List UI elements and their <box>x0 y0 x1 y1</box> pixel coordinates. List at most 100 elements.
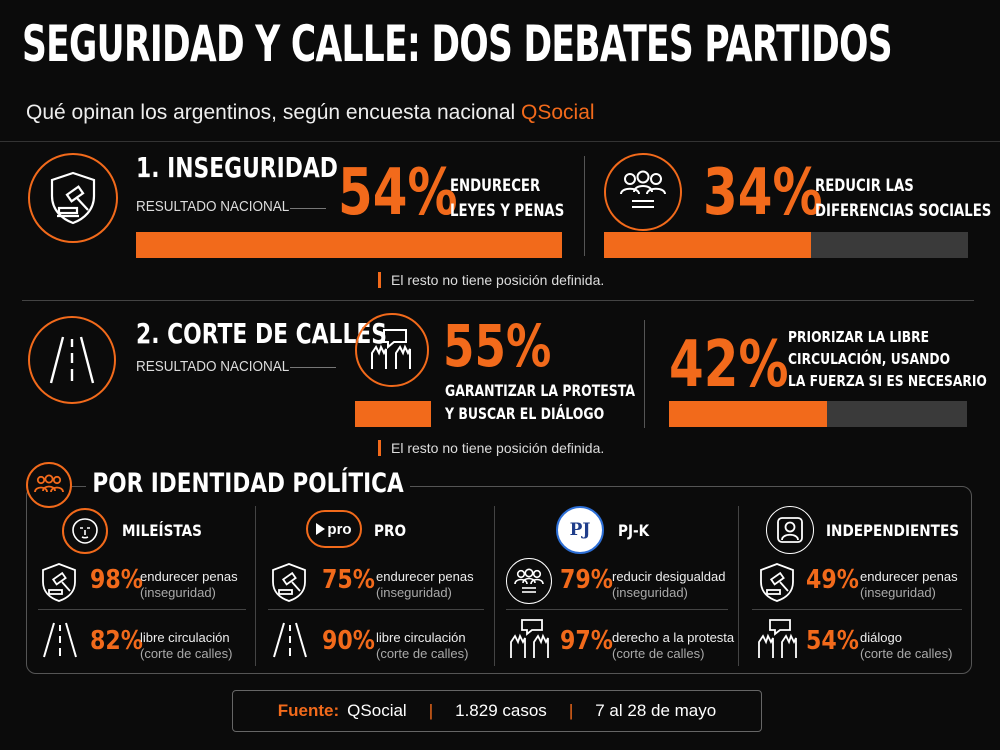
section2-result-label: RESULTADO NACIONAL <box>136 358 290 375</box>
section2-title: 2. CORTE DE CALLES <box>136 317 388 350</box>
section1-title: 1. INSEGURIDAD <box>136 151 338 184</box>
group-name: PJ-K <box>618 521 650 540</box>
sec1-b-bar-fill <box>604 232 812 258</box>
sec1-b-text1: REDUCIR LAS <box>815 176 914 196</box>
sec2-divider <box>644 320 645 428</box>
sec2-b-text2: CIRCULACIÓN, USANDO <box>788 350 951 368</box>
road-icon <box>49 336 95 384</box>
group-desc-2: diálogo (corte de calles) <box>860 630 953 661</box>
group-name: INDEPENDIENTES <box>826 521 960 540</box>
sec1-b-text2: DIFERENCIAS SOCIALES <box>815 201 992 221</box>
col-sep-2 <box>494 506 495 666</box>
sec1-note-marker <box>378 272 381 288</box>
group-desc-2: libre circulación (corte de calles) <box>376 630 469 661</box>
group-desc-1: endurecer penas (inseguridad) <box>140 569 238 600</box>
sec2-a-text1: GARANTIZAR LA PROTESTA <box>445 381 635 400</box>
gavel-shield-icon <box>268 562 310 602</box>
group-pct-2: 54% <box>806 626 859 656</box>
header-divider <box>0 141 1000 142</box>
group-pct-1: 49% <box>806 565 859 595</box>
subtitle-brand: QSocial <box>521 101 595 124</box>
sec1-a-text1: ENDURECER <box>450 176 541 196</box>
protest-badge <box>355 313 429 387</box>
sec1-b-bar <box>604 232 968 258</box>
identity-badge <box>26 462 72 508</box>
people-icon <box>620 170 666 208</box>
group-row-divider <box>268 609 484 610</box>
group-pct-1: 98% <box>90 565 143 595</box>
section-divider <box>22 300 974 301</box>
identity-title: POR IDENTIDAD POLÍTICA <box>86 466 411 502</box>
sec1-divider <box>584 156 585 256</box>
protest-icon <box>508 618 552 660</box>
col-sep-3 <box>738 506 739 666</box>
page-title: SEGURIDAD Y CALLE: DOS DEBATES PARTIDOS <box>22 15 893 73</box>
protest-icon <box>756 618 800 660</box>
group-icon <box>34 474 64 493</box>
sec1-a-bar <box>136 232 562 258</box>
identity-panel <box>26 486 972 674</box>
result-label-line <box>290 208 326 209</box>
group-pct-1: 79% <box>560 565 613 595</box>
group-pct-2: 82% <box>90 626 143 656</box>
col-sep-1 <box>255 506 256 666</box>
sec2-b-text1: PRIORIZAR LA LIBRE <box>788 328 930 346</box>
group-row-divider <box>38 609 246 610</box>
sec1-note: El resto no tiene posición definida. <box>391 272 605 288</box>
play-icon <box>316 523 326 535</box>
page-subtitle: Qué opinan los argentinos, según encuest… <box>26 101 595 125</box>
group-desc-1: endurecer penas (inseguridad) <box>860 569 958 600</box>
people-badge-small <box>506 558 552 604</box>
source-name: QSocial <box>347 701 407 720</box>
group-pct-2: 97% <box>560 626 613 656</box>
gavel-shield-icon <box>38 562 80 602</box>
source-footer: Fuente: QSocial | 1.829 casos | 7 al 28 … <box>232 690 762 732</box>
people-icon <box>514 568 544 593</box>
footer-sep-2: | <box>568 701 574 720</box>
pro-logo: pro <box>306 510 362 548</box>
sec2-b-bar <box>669 401 967 427</box>
road-icon <box>270 620 310 660</box>
pro-logo-text: pro <box>327 520 352 538</box>
group-desc-2: libre circulación (corte de calles) <box>140 630 233 661</box>
gavel-shield-icon <box>756 562 798 602</box>
source-label: Fuente: <box>277 701 340 720</box>
group-row-divider <box>752 609 962 610</box>
group-name: MILEÍSTAS <box>122 521 202 540</box>
group-pct-1: 75% <box>322 565 375 595</box>
sec2-a-text2: Y BUSCAR EL DIÁLOGO <box>445 404 605 423</box>
sec2-b-bar-fill <box>669 401 827 427</box>
road-icon <box>40 620 80 660</box>
people-badge <box>604 153 682 231</box>
lion-logo <box>62 508 108 554</box>
sec2-a-pct: 55% <box>443 312 552 380</box>
sec2-note-marker <box>378 440 381 456</box>
road-badge <box>28 316 116 404</box>
sec2-b-text3: LA FUERZA SI ES NECESARIO <box>788 372 987 390</box>
section1-result-label: RESULTADO NACIONAL <box>136 198 290 215</box>
pj-logo: PJ <box>556 506 604 554</box>
group-desc-2: derecho a la protesta (corte de calles) <box>612 630 735 661</box>
sec2-b-pct: 42% <box>669 328 789 402</box>
group-row-divider <box>506 609 728 610</box>
footer-sep-1: | <box>428 701 434 720</box>
result-label-line-2 <box>290 367 336 368</box>
person-icon <box>777 517 803 543</box>
subtitle-text: Qué opinan los argentinos, según encuest… <box>26 101 522 124</box>
lion-icon <box>72 518 98 544</box>
group-pct-2: 90% <box>322 626 375 656</box>
sec1-a-pct: 54% <box>338 156 458 230</box>
shield-gavel-icon <box>50 171 96 225</box>
shield-gavel-badge <box>28 153 118 243</box>
sec1-a-text2: LEYES Y PENAS <box>450 201 565 221</box>
source-dates: 7 al 28 de mayo <box>595 701 717 720</box>
source-cases: 1.829 casos <box>455 701 547 720</box>
sec2-note: El resto no tiene posición definida. <box>391 440 605 456</box>
group-desc-1: endurecer penas (inseguridad) <box>376 569 474 600</box>
pj-logo-text: PJ <box>569 520 591 540</box>
group-name: PRO <box>374 521 407 540</box>
sec1-b-pct: 34% <box>703 156 823 230</box>
sec2-a-bar <box>355 401 431 427</box>
group-desc-1: reducir desigualdad (inseguridad) <box>612 569 726 600</box>
protest-icon <box>371 329 411 369</box>
